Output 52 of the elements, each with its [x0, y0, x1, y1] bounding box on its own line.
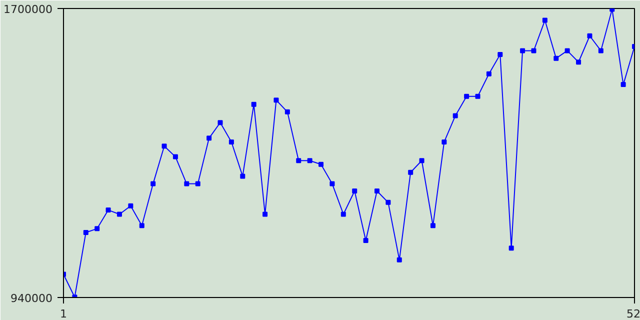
point	[116, 212, 122, 217]
point	[542, 18, 548, 23]
point	[330, 181, 335, 186]
point	[184, 181, 190, 186]
point	[587, 33, 592, 38]
point	[564, 48, 570, 54]
point	[195, 181, 200, 186]
point	[128, 203, 134, 208]
point	[83, 230, 88, 235]
point	[139, 223, 144, 228]
point	[274, 98, 279, 103]
point	[94, 226, 100, 232]
point	[442, 139, 447, 144]
point	[576, 60, 582, 65]
point	[340, 212, 346, 217]
x-tick-label: 1	[60, 308, 67, 320]
point	[251, 102, 256, 107]
point	[307, 158, 312, 164]
point	[419, 158, 424, 164]
point	[598, 48, 604, 54]
point	[520, 48, 526, 54]
point	[531, 48, 536, 54]
x-tick-label: 52	[626, 308, 640, 320]
point	[554, 56, 559, 61]
point	[106, 208, 111, 213]
point	[508, 246, 514, 251]
point	[352, 188, 358, 194]
point	[430, 223, 436, 228]
point	[464, 94, 470, 99]
y-tick-label: 1700000	[4, 3, 53, 16]
point	[363, 238, 368, 243]
point	[172, 154, 178, 160]
point	[620, 82, 626, 88]
point	[150, 181, 156, 186]
point	[374, 188, 380, 194]
point	[206, 136, 212, 141]
point	[486, 71, 492, 76]
point	[408, 170, 414, 175]
point	[318, 162, 324, 167]
point	[162, 144, 167, 149]
point	[296, 158, 302, 164]
point	[228, 139, 234, 144]
point	[262, 212, 268, 217]
point	[284, 109, 290, 114]
point	[386, 200, 391, 205]
point	[452, 113, 458, 118]
y-tick-label: 940000	[10, 292, 53, 305]
point	[498, 52, 503, 58]
point	[218, 120, 223, 126]
point	[396, 257, 402, 262]
point	[475, 94, 480, 99]
point	[240, 174, 246, 179]
